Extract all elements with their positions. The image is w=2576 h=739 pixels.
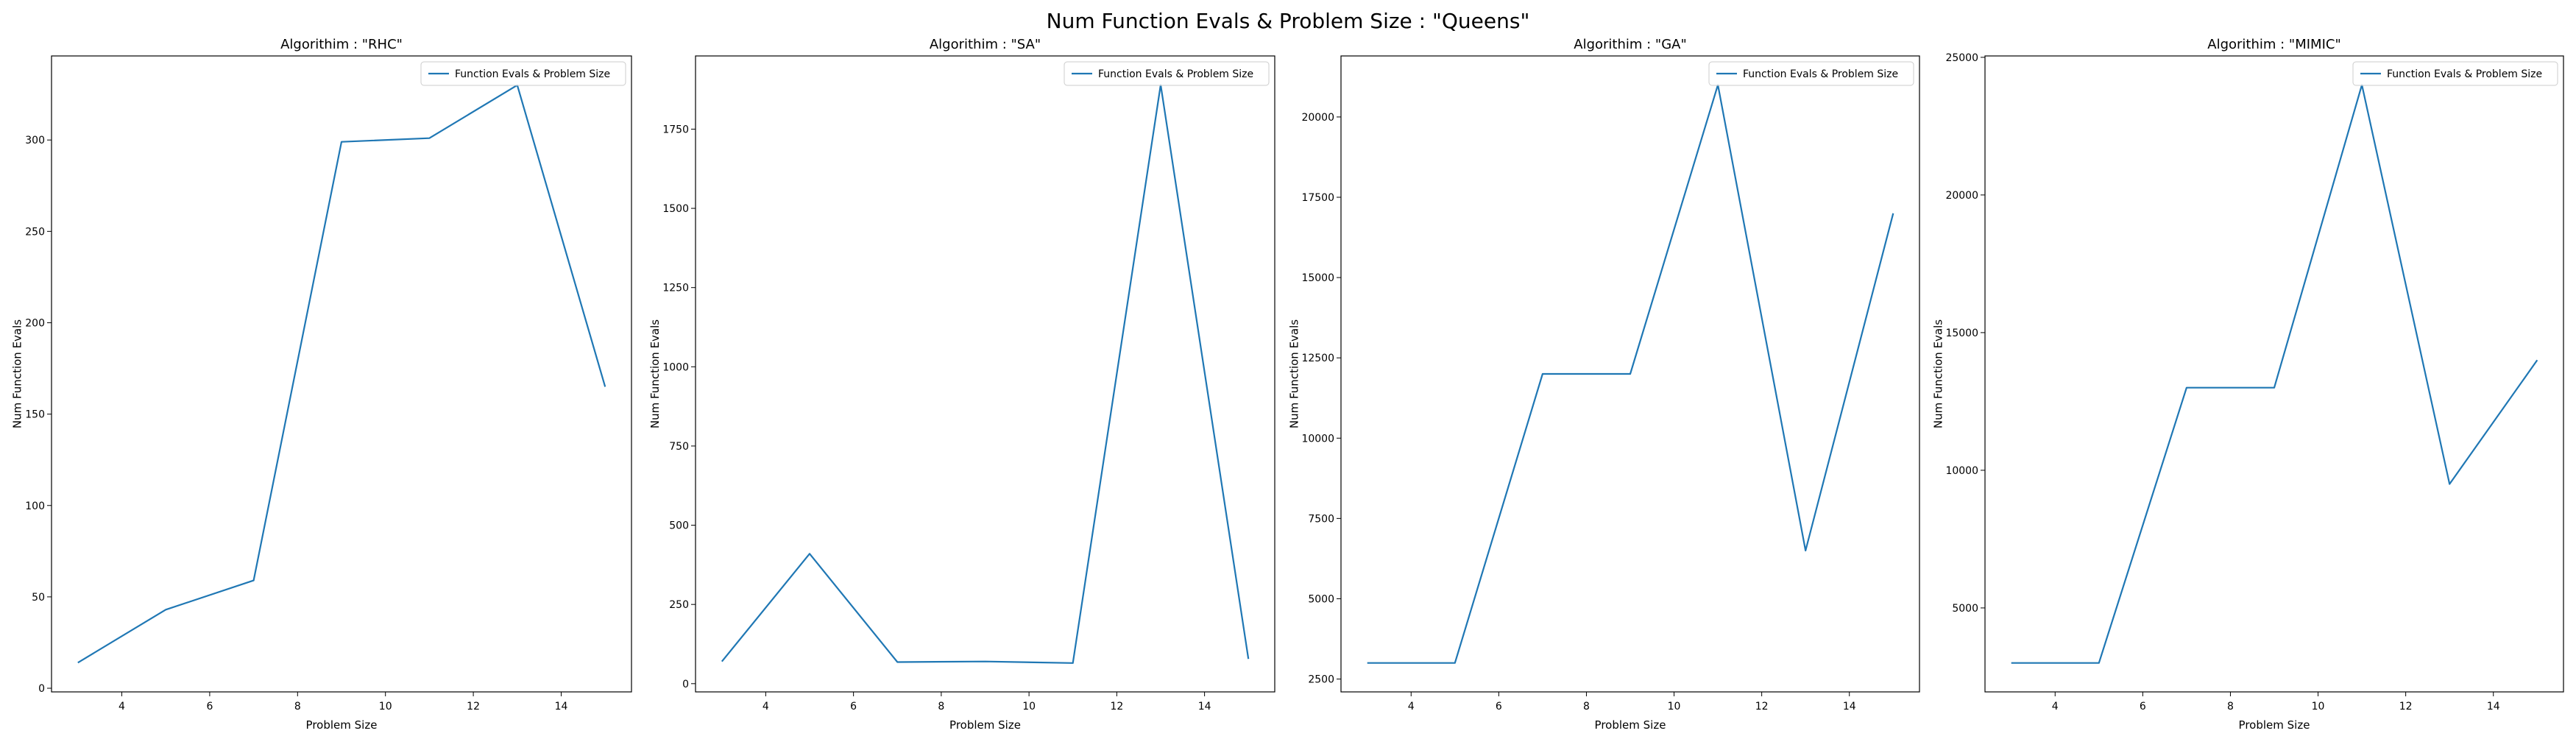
x-tick-label: 4 — [2052, 701, 2059, 713]
x-axis-label: Problem Size — [1595, 718, 1666, 732]
y-tick-label: 1000 — [662, 361, 689, 373]
y-tick-label: 10000 — [1945, 465, 1978, 477]
y-tick-label: 250 — [669, 599, 689, 611]
x-tick-label: 12 — [467, 701, 480, 713]
x-axis-label: Problem Size — [2239, 718, 2310, 732]
series-line — [78, 85, 605, 663]
subplot-3: Algorithim : "GA" 4 6 8 10 12 14 2500 5000 7500 10… — [1288, 37, 1920, 732]
x-tick-label: 12 — [1755, 701, 1769, 713]
legend-label: Function Evals & Problem Size — [455, 68, 610, 80]
y-tick-label: 15000 — [1945, 328, 1978, 339]
subplot-4: Algorithim : "MIMIC" 4 6 8 10 12 14 5000 10000 15… — [1932, 37, 2564, 732]
y-tick-label: 150 — [25, 409, 45, 421]
y-axis-label: Num Function Evals — [1288, 319, 1301, 428]
y-tick-label: 25000 — [1945, 52, 1978, 64]
y-tick-label: 100 — [25, 501, 45, 512]
y-tick-label: 20000 — [1301, 112, 1334, 124]
y-tick-label: 750 — [669, 441, 689, 453]
x-tick-label: 12 — [2399, 701, 2413, 713]
subplot-2: Algorithim : "SA" 4 6 8 10 12 14 0 250 500 750 1000… — [648, 37, 1275, 732]
y-tick-label: 15000 — [1301, 272, 1334, 284]
subplot-1: Algorithim : "RHC" 4 6 8 10 12 14 0 50 100 150 200 2… — [11, 37, 632, 732]
x-tick-label: 10 — [379, 701, 392, 713]
x-tick-label: 6 — [206, 701, 213, 713]
x-tick-label: 10 — [1668, 701, 1681, 713]
x-tick-label: 8 — [2227, 701, 2234, 713]
x-tick-label: 8 — [1583, 701, 1590, 713]
x-tick-label: 14 — [1843, 701, 1856, 713]
subplot-title: Algorithim : "SA" — [930, 37, 1041, 52]
legend: Function Evals & Problem Size — [421, 62, 626, 85]
y-tick-label: 1250 — [662, 283, 689, 294]
y-tick-label: 10000 — [1301, 433, 1334, 445]
subplot-title: Algorithim : "GA" — [1574, 37, 1686, 52]
subplot-title: Algorithim : "RHC" — [280, 37, 403, 52]
series-line — [722, 85, 1248, 663]
y-tick-label: 5000 — [1952, 603, 1978, 615]
legend-label: Function Evals & Problem Size — [1743, 68, 1898, 80]
figure-title: Num Function Evals & Problem Size : "Que… — [0, 9, 2576, 33]
x-tick-label: 8 — [294, 701, 301, 713]
x-axis-label: Problem Size — [949, 718, 1021, 732]
y-tick-label: 12500 — [1301, 353, 1334, 364]
y-tick-label: 300 — [25, 135, 45, 146]
y-tick-label: 5000 — [1308, 593, 1334, 605]
y-tick-label: 20000 — [1945, 190, 1978, 202]
x-tick-label: 14 — [1198, 701, 1211, 713]
legend-label: Function Evals & Problem Size — [2387, 68, 2542, 80]
y-tick-label: 2500 — [1308, 674, 1334, 686]
y-tick-label: 0 — [38, 683, 45, 695]
y-axis-label: Num Function Evals — [648, 319, 662, 428]
x-tick-label: 6 — [850, 701, 857, 713]
y-tick-label: 0 — [682, 679, 689, 690]
x-tick-label: 4 — [1408, 701, 1415, 713]
x-tick-label: 14 — [2487, 701, 2500, 713]
x-tick-label: 6 — [1496, 701, 1502, 713]
y-tick-label: 200 — [25, 317, 45, 329]
x-tick-label: 8 — [938, 701, 944, 713]
y-axis-label: Num Function Evals — [1932, 319, 1945, 428]
x-axis-label: Problem Size — [306, 718, 378, 732]
x-tick-label: 14 — [555, 701, 568, 713]
x-tick-label: 4 — [118, 701, 125, 713]
y-tick-label: 7500 — [1308, 513, 1334, 525]
x-tick-label: 10 — [2312, 701, 2325, 713]
y-tick-label: 50 — [32, 592, 45, 604]
series-line — [2011, 85, 2538, 662]
x-tick-label: 6 — [2140, 701, 2146, 713]
x-tick-label: 10 — [1022, 701, 1036, 713]
legend: Function Evals & Problem Size — [2353, 62, 2558, 85]
legend-label: Function Evals & Problem Size — [1098, 68, 1253, 80]
subplot-title: Algorithim : "MIMIC" — [2207, 37, 2340, 52]
x-tick-label: 4 — [762, 701, 769, 713]
y-tick-label: 1750 — [662, 124, 689, 135]
legend: Function Evals & Problem Size — [1064, 62, 1269, 85]
axes-frame — [1985, 56, 2563, 692]
y-tick-label: 1500 — [662, 203, 689, 215]
y-tick-label: 500 — [669, 520, 689, 532]
y-axis-label: Num Function Evals — [11, 319, 24, 428]
axes-frame — [696, 56, 1275, 692]
y-tick-label: 250 — [25, 226, 45, 238]
x-tick-label: 12 — [1110, 701, 1123, 713]
y-tick-label: 17500 — [1301, 192, 1334, 204]
legend: Function Evals & Problem Size — [1709, 62, 1914, 85]
axes-frame — [52, 56, 631, 692]
